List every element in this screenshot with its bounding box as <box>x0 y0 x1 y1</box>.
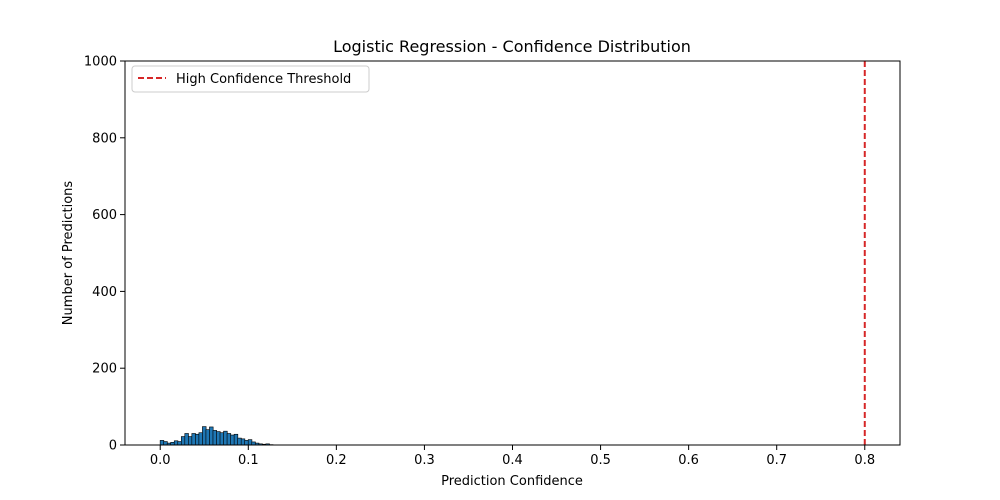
y-axis-ticks: 0 200 400 600 800 1000 <box>84 55 125 454</box>
x-tick-label: 0.6 <box>678 453 699 468</box>
histogram-bar <box>226 433 232 446</box>
x-axis-ticks: 0.0 0.1 0.2 0.3 0.4 0.5 0.6 0.7 0.8 <box>150 445 875 468</box>
y-tick-label: 0 <box>109 439 117 454</box>
legend-box <box>131 65 370 93</box>
x-tick-label: 0.7 <box>766 453 787 468</box>
plot-area-frame <box>124 60 901 446</box>
x-tick-label: 0.1 <box>238 453 259 468</box>
histogram-bar <box>237 437 242 446</box>
histogram-bar <box>159 440 165 446</box>
x-tick-label: 0.3 <box>414 453 435 468</box>
histogram-bar <box>233 433 239 446</box>
y-tick-label: 1000 <box>84 55 117 70</box>
y-tick-label: 400 <box>92 285 117 300</box>
histogram-bar <box>191 433 196 446</box>
histogram-bar <box>180 436 186 446</box>
x-tick-label: 0.4 <box>502 453 523 468</box>
x-axis-title: Prediction Confidence <box>441 474 583 489</box>
chart-title: Logistic Regression - Confidence Distrib… <box>333 37 691 56</box>
histogram-bar <box>212 430 217 446</box>
histogram-bar <box>202 426 207 446</box>
histogram-bar <box>240 438 246 446</box>
histogram-bar <box>209 426 214 446</box>
histogram-bar <box>184 433 189 446</box>
y-tick-label: 800 <box>92 131 117 146</box>
histogram-bar <box>198 432 203 446</box>
y-axis-title: Number of Predictions <box>61 181 76 326</box>
histogram-bar <box>219 432 225 446</box>
histogram-bar <box>230 434 235 446</box>
legend-threshold-label: High Confidence Threshold <box>176 72 351 87</box>
histogram-bar <box>247 439 253 446</box>
histogram-bar <box>205 429 210 446</box>
histogram-bar <box>216 431 221 446</box>
histogram-bars <box>159 426 274 446</box>
histogram-bar <box>195 433 200 446</box>
histogram-bar <box>173 440 179 446</box>
histogram-bar <box>163 441 168 446</box>
x-tick-label: 0.2 <box>326 453 347 468</box>
histogram-bar <box>188 436 193 446</box>
y-tick-label: 600 <box>92 208 117 223</box>
legend: High Confidence Threshold <box>131 65 370 93</box>
x-tick-label: 0.0 <box>150 453 171 468</box>
x-tick-label: 0.5 <box>590 453 611 468</box>
histogram-bar <box>177 441 182 446</box>
histogram-bar <box>244 440 249 446</box>
x-tick-label: 0.8 <box>854 453 875 468</box>
histogram-bar <box>223 430 228 446</box>
y-tick-label: 200 <box>92 362 117 377</box>
